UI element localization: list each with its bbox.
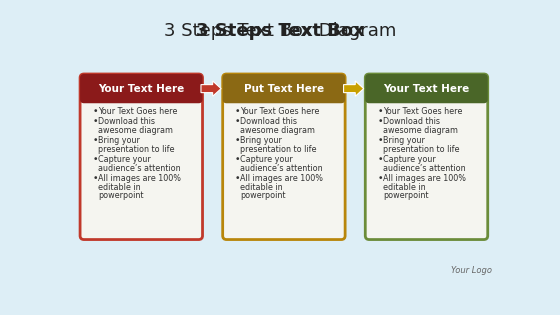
Text: •: • (235, 107, 241, 116)
FancyBboxPatch shape (223, 74, 345, 103)
Text: •: • (377, 136, 383, 145)
Text: •: • (92, 107, 98, 116)
FancyBboxPatch shape (80, 74, 203, 103)
Text: Download this: Download this (383, 117, 440, 126)
Polygon shape (344, 81, 364, 96)
Text: •: • (377, 107, 383, 116)
Text: presentation to life: presentation to life (383, 145, 460, 154)
Text: editable in: editable in (240, 183, 283, 192)
Text: •: • (92, 155, 98, 164)
Text: •: • (92, 136, 98, 145)
Text: awesome diagram: awesome diagram (98, 126, 173, 135)
Text: audience’s attention: audience’s attention (98, 164, 180, 173)
Text: presentation to life: presentation to life (240, 145, 317, 154)
Text: Your Text Goes here: Your Text Goes here (240, 107, 320, 116)
Text: powerpoint: powerpoint (383, 192, 428, 200)
Text: awesome diagram: awesome diagram (240, 126, 315, 135)
FancyBboxPatch shape (223, 74, 345, 239)
Text: awesome diagram: awesome diagram (383, 126, 458, 135)
Text: •: • (377, 117, 383, 126)
Text: Download this: Download this (240, 117, 297, 126)
FancyBboxPatch shape (84, 95, 199, 101)
Text: Your Logo: Your Logo (451, 266, 492, 275)
Text: Capture your: Capture your (240, 155, 293, 164)
Text: •: • (235, 117, 241, 126)
Text: presentation to life: presentation to life (98, 145, 174, 154)
Text: All images are 100%: All images are 100% (383, 174, 466, 183)
FancyBboxPatch shape (227, 95, 341, 101)
Text: Your Text Goes here: Your Text Goes here (383, 107, 463, 116)
Text: powerpoint: powerpoint (240, 192, 286, 200)
Text: Your Text Goes here: Your Text Goes here (98, 107, 178, 116)
Text: •: • (377, 155, 383, 164)
Text: Bring your: Bring your (98, 136, 140, 145)
Text: Your Text Here: Your Text Here (98, 83, 184, 94)
Text: audience’s attention: audience’s attention (240, 164, 323, 173)
Text: 3 Steps Text Box: 3 Steps Text Box (195, 22, 365, 40)
Text: audience’s attention: audience’s attention (383, 164, 466, 173)
Text: Your Text Here: Your Text Here (384, 83, 470, 94)
Text: •: • (235, 155, 241, 164)
Text: All images are 100%: All images are 100% (240, 174, 324, 183)
Text: 3 Steps Text Box Diagram: 3 Steps Text Box Diagram (164, 22, 396, 40)
Polygon shape (201, 81, 221, 96)
Text: •: • (235, 136, 241, 145)
Text: •: • (92, 117, 98, 126)
Text: •: • (377, 174, 383, 183)
Text: •: • (92, 174, 98, 183)
Text: editable in: editable in (98, 183, 141, 192)
Text: powerpoint: powerpoint (98, 192, 143, 200)
Text: Download this: Download this (98, 117, 155, 126)
FancyBboxPatch shape (369, 95, 484, 101)
FancyBboxPatch shape (365, 74, 488, 103)
Text: •: • (235, 174, 241, 183)
FancyBboxPatch shape (365, 74, 488, 239)
Text: Capture your: Capture your (98, 155, 151, 164)
Text: editable in: editable in (383, 183, 426, 192)
Text: Capture your: Capture your (383, 155, 436, 164)
Text: All images are 100%: All images are 100% (98, 174, 181, 183)
Text: Put Text Here: Put Text Here (244, 83, 324, 94)
Text: Bring your: Bring your (240, 136, 282, 145)
FancyBboxPatch shape (80, 74, 203, 239)
Text: Bring your: Bring your (383, 136, 425, 145)
